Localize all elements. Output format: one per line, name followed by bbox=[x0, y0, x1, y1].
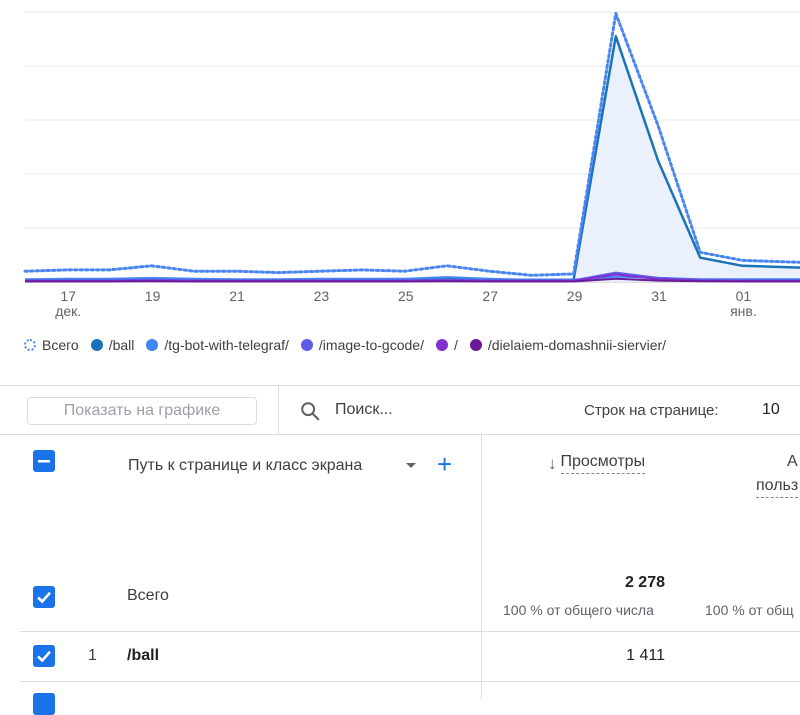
column-divider bbox=[481, 435, 482, 699]
legend-swatch-icon bbox=[24, 339, 36, 351]
search-icon[interactable] bbox=[299, 400, 321, 422]
table-row-checkbox[interactable] bbox=[33, 693, 55, 715]
views-header-label: Просмотры bbox=[560, 453, 646, 474]
total-row-label: Всего bbox=[127, 587, 169, 604]
legend-item[interactable]: /image-to-gcode/ bbox=[300, 337, 424, 353]
total-views-value: 2 278 bbox=[624, 574, 665, 591]
sort-down-arrow-icon: ↓ bbox=[548, 453, 557, 473]
x-tick-month-label: янв. bbox=[730, 303, 757, 319]
legend-label: Всего bbox=[42, 337, 79, 353]
data-table: Путь к странице и класс экрана + ↓ Просм… bbox=[0, 435, 800, 715]
chart-lines bbox=[23, 11, 800, 283]
column-header-users-line1[interactable]: А bbox=[787, 453, 798, 470]
chart-legend: Всего/ball/tg-bot-with-telegraf/ /image-t… bbox=[24, 336, 678, 354]
legend-label: /image-to-gcode/ bbox=[318, 337, 424, 353]
row-views-value: 1 411 bbox=[626, 647, 665, 664]
total-row-checkbox[interactable] bbox=[33, 586, 55, 608]
legend-label: / bbox=[453, 337, 458, 353]
column-header-path[interactable]: Путь к странице и класс экрана bbox=[128, 457, 363, 474]
toolbar-divider bbox=[278, 386, 279, 434]
check-icon bbox=[37, 591, 51, 604]
select-all-checkbox[interactable] bbox=[33, 450, 55, 472]
legend-swatch-icon bbox=[435, 339, 448, 351]
x-tick-label: 01 bbox=[736, 288, 752, 304]
legend-item[interactable]: / bbox=[435, 337, 458, 353]
legend-swatch-icon bbox=[300, 339, 313, 351]
x-tick-label: 29 bbox=[567, 288, 583, 304]
row-index: 1 bbox=[88, 647, 97, 664]
total-users-percent: 100 % от общ bbox=[705, 602, 794, 618]
legend-label: /ball bbox=[108, 337, 135, 353]
total-views-percent: 100 % от общего числа bbox=[503, 602, 654, 618]
legend-swatch-icon bbox=[90, 339, 103, 351]
legend-item[interactable]: Всего bbox=[24, 337, 79, 353]
search-input[interactable]: Поиск... bbox=[335, 401, 393, 418]
x-tick-label: 19 bbox=[145, 288, 161, 304]
column-header-views[interactable]: ↓ Просмотры bbox=[548, 453, 646, 474]
x-tick-label: 31 bbox=[651, 288, 667, 304]
x-tick-label: 17 bbox=[60, 288, 76, 304]
row-page-path[interactable]: /ball bbox=[127, 647, 160, 664]
legend-label: /tg-bot-with-telegraf/ bbox=[164, 337, 289, 353]
row-divider bbox=[20, 681, 800, 682]
series-line-total bbox=[23, 11, 800, 277]
legend-item[interactable]: /dielaiem-domashnii-siervier/ bbox=[469, 337, 667, 353]
legend-swatch-icon bbox=[146, 339, 159, 351]
chart-areas bbox=[25, 36, 800, 282]
x-tick-label: 23 bbox=[314, 288, 330, 304]
table-toolbar: Показать на графике Поиск... Строк на ст… bbox=[0, 385, 800, 435]
legend-label: /dielaiem-domashnii-siervier/ bbox=[487, 337, 667, 353]
legend-item[interactable]: /tg-bot-with-telegraf/ bbox=[146, 337, 289, 353]
x-tick-label: 25 bbox=[398, 288, 414, 304]
table-row-checkbox[interactable] bbox=[33, 645, 55, 667]
check-icon bbox=[37, 650, 51, 663]
minus-icon bbox=[38, 460, 50, 463]
x-tick-label: 27 bbox=[482, 288, 498, 304]
column-header-users-line2[interactable]: польз bbox=[756, 477, 799, 498]
series-line-dielaiem-domashnii-siervier bbox=[25, 277, 800, 283]
x-tick-month-label: дек. bbox=[55, 303, 81, 319]
add-dimension-icon[interactable]: + bbox=[437, 449, 453, 479]
x-tick-label: 21 bbox=[229, 288, 245, 304]
rows-per-page-select[interactable]: 10 bbox=[762, 401, 780, 418]
row-divider bbox=[20, 631, 800, 632]
dropdown-caret-icon[interactable] bbox=[406, 463, 416, 468]
legend-item[interactable]: /ball bbox=[90, 337, 135, 353]
series-area-ball bbox=[25, 36, 800, 282]
rows-per-page-label: Строк на странице: bbox=[584, 402, 719, 419]
show-on-chart-button[interactable]: Показать на графике bbox=[27, 397, 257, 425]
legend-swatch-icon bbox=[469, 339, 482, 351]
